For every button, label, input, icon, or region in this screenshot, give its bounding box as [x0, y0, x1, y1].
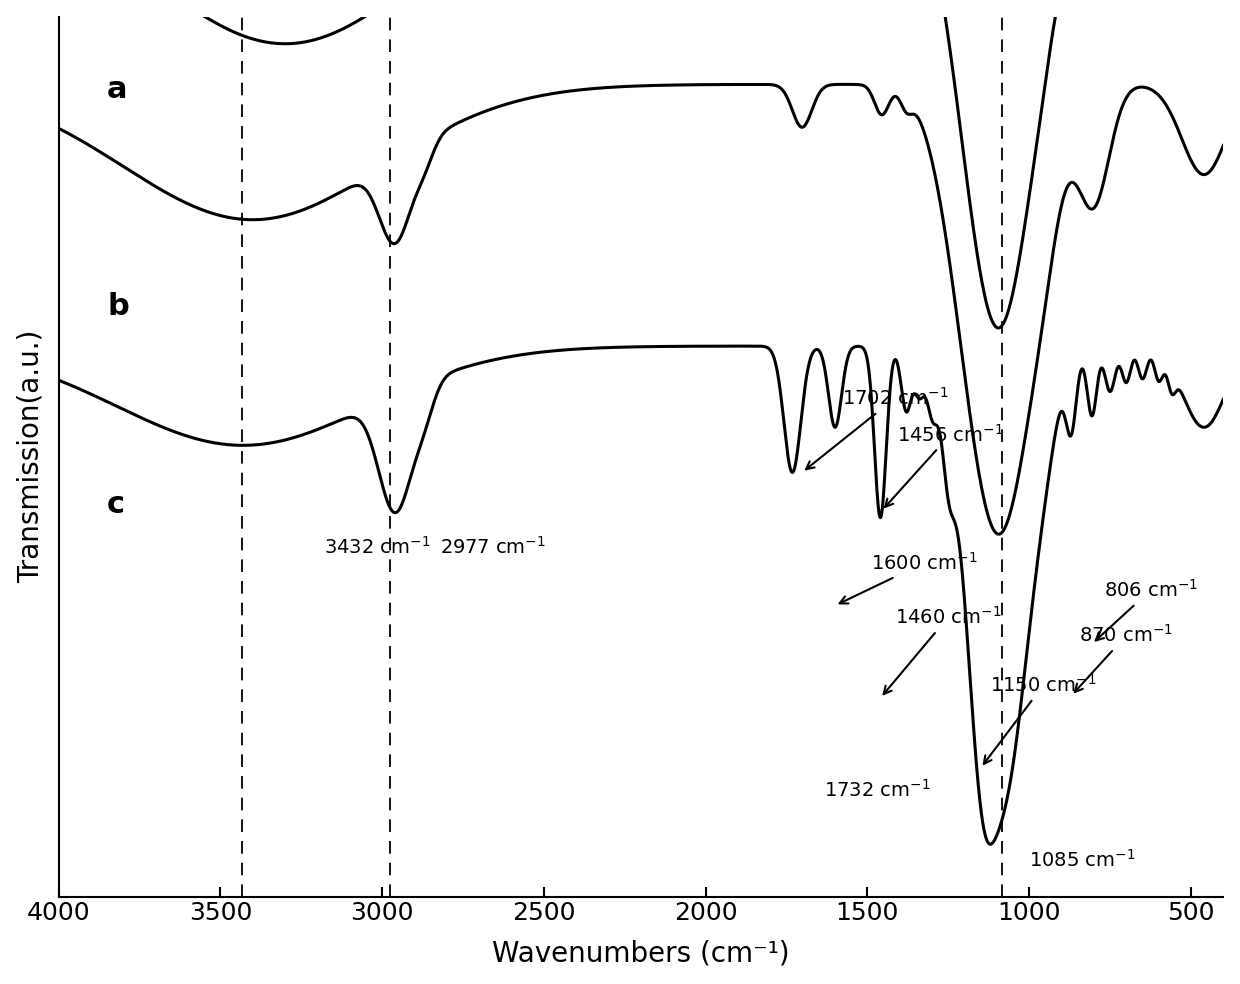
Text: c: c	[107, 490, 125, 520]
Y-axis label: Transmission(a.u.): Transmission(a.u.)	[16, 330, 45, 584]
Text: 3432 cm$^{-1}$: 3432 cm$^{-1}$	[324, 535, 430, 558]
Text: 1150 cm$^{-1}$: 1150 cm$^{-1}$	[983, 674, 1097, 764]
Text: 1460 cm$^{-1}$: 1460 cm$^{-1}$	[884, 606, 1002, 694]
Text: 1732 cm$^{-1}$: 1732 cm$^{-1}$	[823, 779, 930, 801]
Text: 1456 cm$^{-1}$: 1456 cm$^{-1}$	[885, 423, 1003, 507]
Text: 870 cm$^{-1}$: 870 cm$^{-1}$	[1075, 624, 1173, 692]
Text: 1085 cm$^{-1}$: 1085 cm$^{-1}$	[1029, 849, 1136, 871]
Text: b: b	[107, 292, 129, 321]
X-axis label: Wavenumbers (cm⁻¹): Wavenumbers (cm⁻¹)	[492, 940, 790, 967]
Text: 806 cm$^{-1}$: 806 cm$^{-1}$	[1096, 580, 1198, 641]
Text: 1600 cm$^{-1}$: 1600 cm$^{-1}$	[839, 552, 977, 603]
Text: a: a	[107, 76, 128, 104]
Text: 1702 cm$^{-1}$: 1702 cm$^{-1}$	[806, 388, 949, 469]
Text: 2977 cm$^{-1}$: 2977 cm$^{-1}$	[440, 535, 546, 558]
